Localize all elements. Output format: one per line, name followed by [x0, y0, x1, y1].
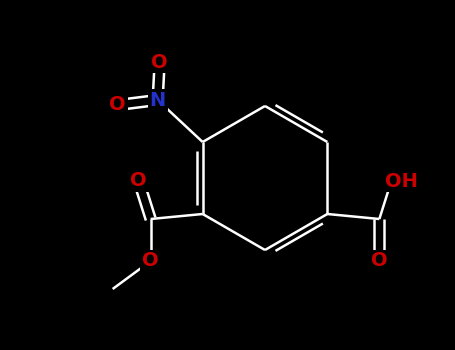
- Text: O: O: [109, 96, 126, 114]
- Text: N: N: [150, 91, 166, 110]
- Text: O: O: [130, 172, 147, 190]
- Text: O: O: [152, 52, 168, 71]
- Text: O: O: [142, 252, 159, 271]
- Text: O: O: [371, 252, 388, 271]
- Text: OH: OH: [385, 172, 418, 190]
